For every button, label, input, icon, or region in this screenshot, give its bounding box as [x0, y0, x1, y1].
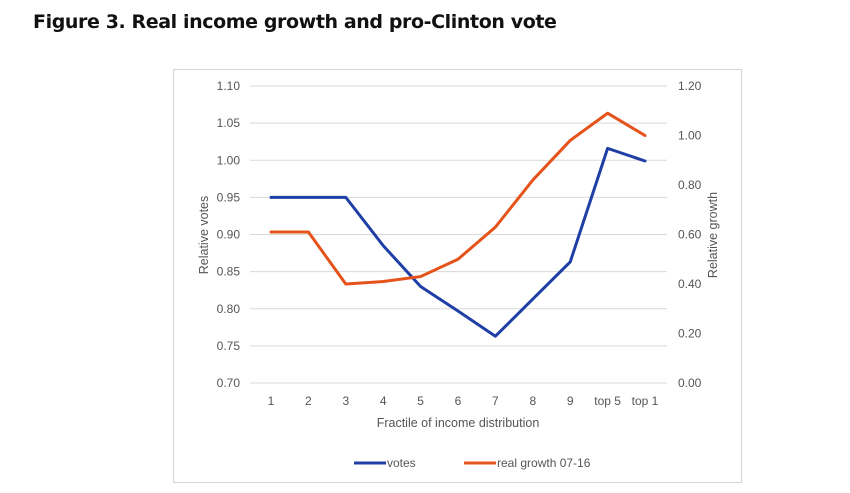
- x-tick-label: top 1: [632, 394, 659, 408]
- left-tick-label: 0.90: [217, 228, 241, 242]
- series-line-votes: [269, 146, 647, 338]
- x-tick-label: 4: [380, 394, 387, 408]
- figure-title: Figure 3. Real income growth and pro-Cli…: [33, 11, 557, 33]
- right-tick-label: 0.80: [678, 178, 702, 192]
- x-tick-label: 3: [342, 394, 349, 408]
- x-axis-title: Fractile of income distribution: [377, 416, 540, 430]
- legend-label: votes: [387, 456, 416, 470]
- chart-frame: [173, 69, 742, 483]
- x-axis-ticks: 1 2 3 4 5 6 7 8 9 top 5 top 1: [268, 394, 659, 408]
- x-tick-label: top 5: [594, 394, 621, 408]
- left-tick-label: 0.80: [217, 302, 241, 316]
- right-axis-title: Relative growth: [706, 192, 720, 278]
- left-tick-label: 0.70: [217, 376, 241, 390]
- left-tick-label: 0.95: [217, 190, 241, 204]
- gridlines: [250, 85, 667, 384]
- right-tick-label: 1.00: [678, 129, 702, 143]
- series-lines: [269, 111, 647, 338]
- right-tick-label: 0.60: [678, 228, 702, 242]
- x-tick-label: 9: [567, 394, 574, 408]
- right-axis-ticks: 0.00 0.20 0.40 0.60 0.80 1.00 1.20: [678, 79, 702, 390]
- legend-label: real growth 07-16: [497, 456, 591, 470]
- left-axis-ticks: 0.70 0.75 0.80 0.85 0.90 0.95 1.00 1.05 1.10: [217, 79, 241, 390]
- x-tick-label: 2: [305, 394, 312, 408]
- left-tick-label: 1.05: [217, 116, 241, 130]
- left-tick-label: 1.00: [217, 153, 241, 167]
- left-tick-label: 0.75: [217, 339, 241, 353]
- right-tick-label: 0.20: [678, 327, 702, 341]
- left-tick-label: 1.10: [217, 79, 241, 93]
- x-tick-label: 5: [417, 394, 424, 408]
- right-tick-label: 0.00: [678, 376, 702, 390]
- right-tick-label: 1.20: [678, 79, 702, 93]
- legend: votes real growth 07-16: [354, 456, 591, 470]
- left-tick-label: 0.85: [217, 265, 241, 279]
- x-tick-label: 6: [455, 394, 462, 408]
- x-tick-label: 1: [268, 394, 275, 408]
- right-tick-label: 0.40: [678, 277, 702, 291]
- left-axis-title: Relative votes: [197, 196, 211, 275]
- x-tick-label: 8: [529, 394, 536, 408]
- x-tick-label: 7: [492, 394, 499, 408]
